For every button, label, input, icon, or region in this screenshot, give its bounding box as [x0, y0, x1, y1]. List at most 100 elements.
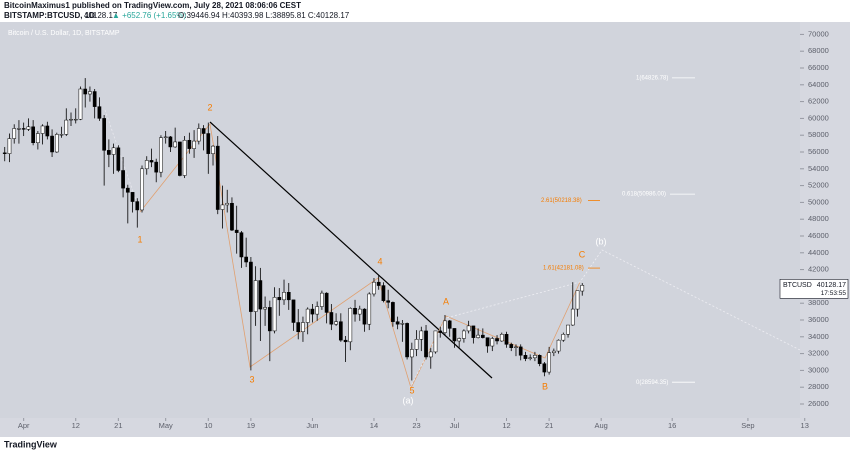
- candle-body: [239, 232, 244, 258]
- candle-body: [395, 321, 400, 325]
- candle-body: [580, 285, 585, 292]
- fib-label: 2.61(50218.38): [541, 198, 582, 204]
- price-tag-symbol: BTCUSD: [783, 282, 812, 289]
- x-tick-label: Apr: [18, 421, 30, 430]
- y-tick-label: 62000: [808, 97, 829, 106]
- y-tick-label: 70000: [808, 29, 829, 38]
- candle-body: [320, 292, 324, 307]
- candle-body: [64, 119, 69, 135]
- candle-body: [409, 349, 414, 358]
- y-tick-label: 46000: [808, 231, 829, 240]
- candle-body: [414, 339, 419, 350]
- x-tick-label: 10: [204, 421, 212, 430]
- candle-body: [291, 299, 296, 323]
- candle-body: [40, 125, 45, 134]
- candle-body: [376, 281, 381, 286]
- candle-body: [301, 322, 305, 333]
- footer-brand: TradingView: [4, 439, 58, 449]
- candle-body: [518, 346, 523, 356]
- y-tick-label: 48000: [808, 214, 829, 223]
- candle-body: [173, 141, 177, 148]
- candle-body: [556, 339, 561, 352]
- candle-body: [26, 126, 31, 130]
- candle-body: [225, 202, 230, 206]
- candle-body: [196, 128, 201, 142]
- y-tick-label: 58000: [808, 130, 829, 139]
- candle-body: [443, 320, 447, 333]
- wave-label: 3: [249, 374, 254, 384]
- candle-body: [2, 152, 7, 154]
- wave-label: A: [443, 296, 449, 306]
- header-last: 40128.17: [84, 11, 118, 20]
- candle-body: [542, 363, 547, 373]
- candle-body: [234, 229, 239, 233]
- price-tag-countdown: 17:53:55: [821, 290, 847, 297]
- y-tick-label: 64000: [808, 80, 829, 89]
- candle-body: [182, 139, 187, 176]
- candle-body: [215, 145, 220, 210]
- candle-body: [135, 201, 140, 211]
- candle-body: [296, 322, 301, 333]
- candle-body: [386, 300, 391, 303]
- candle-body: [372, 281, 376, 295]
- candle-body: [263, 307, 267, 310]
- candle-body: [547, 352, 551, 373]
- x-tick-label: 12: [502, 421, 510, 430]
- fib-label: 0.618(50986.00): [622, 192, 666, 198]
- candle-body: [31, 126, 35, 144]
- candle-body: [338, 321, 343, 341]
- candle-body: [575, 290, 580, 310]
- candle-body: [187, 139, 192, 149]
- candle-body: [528, 357, 533, 359]
- candle-body: [88, 91, 92, 95]
- candle-body: [125, 187, 130, 193]
- candle-body: [509, 344, 514, 348]
- candle-body: [495, 338, 499, 342]
- y-tick-label: 44000: [808, 248, 829, 257]
- candle-body: [315, 306, 320, 315]
- candle-body: [485, 337, 490, 347]
- candle-body: [499, 334, 504, 342]
- candle-body: [400, 323, 405, 325]
- x-tick-label: Sep: [741, 421, 754, 430]
- candle-body: [419, 330, 424, 340]
- candle-body: [305, 308, 310, 323]
- candle-body: [476, 334, 480, 338]
- candle-body: [92, 91, 97, 107]
- x-tick-label: Aug: [595, 421, 608, 430]
- wave-label: (b): [596, 236, 607, 246]
- trend-line: [209, 121, 493, 379]
- x-tick-label: 14: [370, 421, 378, 430]
- candle-body: [362, 308, 367, 325]
- candle-body: [424, 330, 428, 358]
- candle-body: [533, 355, 537, 359]
- candle-body: [353, 307, 357, 315]
- candle-body: [17, 128, 21, 130]
- y-tick-label: 34000: [808, 332, 829, 341]
- candle-body: [514, 346, 518, 348]
- candle-body: [537, 355, 542, 364]
- candle-body: [428, 351, 433, 358]
- candle-body: [334, 321, 338, 325]
- y-tick-label: 42000: [808, 265, 829, 274]
- x-tick-label: Jun: [306, 421, 318, 430]
- plot-area: [0, 22, 800, 418]
- candle-body: [107, 150, 111, 155]
- candle-body: [102, 118, 106, 151]
- candle-body: [36, 133, 40, 144]
- candle-body: [282, 292, 286, 301]
- y-tick-label: 54000: [808, 164, 829, 173]
- candle-body: [45, 125, 50, 137]
- time-axis: [0, 418, 850, 437]
- wave-label: 1: [137, 234, 142, 244]
- price-tag: [779, 279, 849, 299]
- candle-body: [78, 88, 83, 120]
- candle-body: [357, 308, 362, 315]
- candle-body: [490, 338, 495, 347]
- x-tick-label: 21: [545, 421, 553, 430]
- candle-body: [144, 160, 149, 170]
- header-ohlc: O:39446.94 H:40393.98 L:38895.81 C:40128…: [178, 11, 350, 20]
- candle-body: [116, 147, 121, 171]
- y-tick-label: 30000: [808, 365, 829, 374]
- candle-body: [480, 334, 485, 338]
